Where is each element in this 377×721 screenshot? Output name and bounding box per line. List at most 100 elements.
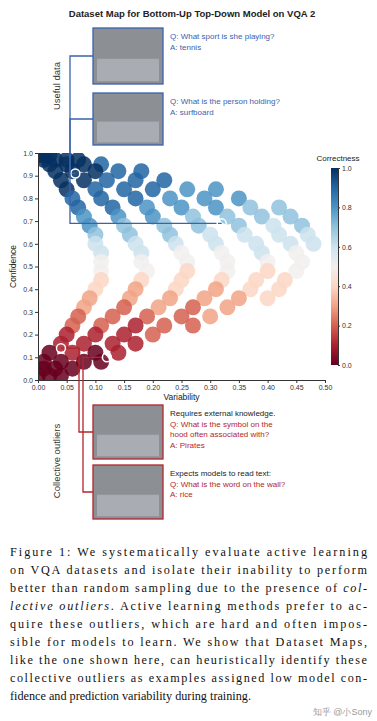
tick: 0.35 xyxy=(233,380,247,391)
connector xyxy=(61,348,93,432)
tick: 0.05 xyxy=(60,380,74,391)
caption-line: lective outliers. Active learning method… xyxy=(10,599,367,613)
tick: 0.0 xyxy=(338,362,352,369)
tick-mark xyxy=(35,267,38,268)
tick-label: 0.4 xyxy=(23,286,33,293)
tick: 0.40 xyxy=(261,380,275,391)
caption-text: sible for models to learn. We show that … xyxy=(10,635,367,649)
axis-line xyxy=(339,169,341,366)
tick: 0.9 xyxy=(23,172,38,179)
group-label: Collective outliers xyxy=(51,424,62,499)
tick: 0.4 xyxy=(23,286,38,293)
point xyxy=(202,308,218,324)
tick-label: 0.8 xyxy=(23,195,33,202)
tick-label: 0.0 xyxy=(23,377,33,384)
example-answer: A: tennis xyxy=(170,43,201,52)
tick: 0.2 xyxy=(23,331,38,338)
tick-label: 0.6 xyxy=(342,244,352,251)
tick-label: 0.6 xyxy=(23,241,33,248)
photo-detail xyxy=(97,59,159,81)
tick: 0.6 xyxy=(338,244,352,251)
colorbar-title: Correctness xyxy=(316,154,359,163)
tick-label: 0.2 xyxy=(342,322,352,329)
connector xyxy=(70,56,93,173)
tick-label: 0.35 xyxy=(233,384,247,391)
caption-line: fidence and prediction variability durin… xyxy=(10,689,251,703)
photo-frame xyxy=(93,405,163,459)
highlight xyxy=(71,169,80,178)
example-answer: A: Pirates xyxy=(170,441,205,450)
tick-mark xyxy=(153,380,154,383)
tick-label: 0.1 xyxy=(23,354,33,361)
point xyxy=(179,181,195,197)
tick-mark xyxy=(210,380,211,383)
photo-frame xyxy=(93,93,163,145)
tick: 0.30 xyxy=(204,380,218,391)
tick-mark xyxy=(35,244,38,245)
photo-frame xyxy=(93,28,163,84)
tick-mark xyxy=(124,380,125,383)
caption-text: . Active learning methods prefer to ac- xyxy=(111,599,367,613)
tick-label: 0.45 xyxy=(290,384,304,391)
point xyxy=(219,299,235,315)
tick: 1.0 xyxy=(23,150,38,157)
tick-label: 0.4 xyxy=(342,283,352,290)
tick-label: 0.15 xyxy=(118,384,132,391)
tick-label: 0.50 xyxy=(319,384,333,391)
colorbar xyxy=(331,168,338,365)
caption-text: on VQA datasets and isolate their inabil… xyxy=(10,563,368,577)
tick-label: 0.40 xyxy=(261,384,275,391)
caption-text: fidence and prediction variability durin… xyxy=(10,689,251,703)
colorbar-axis: 0.00.20.40.60.81.0 xyxy=(338,165,352,369)
example-note: Requires external knowledge. xyxy=(170,409,275,418)
tick: 0.7 xyxy=(23,218,38,225)
tick-mark xyxy=(35,153,38,154)
y-axis-title: Confidence xyxy=(8,245,18,288)
caption-text: collective outliers as examples assigned… xyxy=(10,671,367,685)
caption-text: lective outliers xyxy=(10,599,109,613)
group-label: Useful data xyxy=(51,61,62,110)
tick-label: 1.0 xyxy=(342,165,352,172)
highlight xyxy=(102,353,111,362)
tick-label: 0.2 xyxy=(23,331,33,338)
tick: 0.3 xyxy=(23,309,38,316)
point xyxy=(185,318,201,334)
tick: 0.45 xyxy=(290,380,304,391)
tick-label: 0.0 xyxy=(342,362,352,369)
photo xyxy=(93,93,163,145)
tick-label: 0.30 xyxy=(204,384,218,391)
tick-mark xyxy=(35,176,38,177)
caption-line: Figure 1: We systematically evaluate act… xyxy=(10,545,367,559)
caption-line: quire these outliers, which are hard and… xyxy=(10,617,367,631)
tick-mark xyxy=(338,365,340,366)
tick: 0.10 xyxy=(89,380,103,391)
photo xyxy=(93,405,163,459)
caption-text: quire these outliers, which are hard and… xyxy=(10,617,367,631)
highlight xyxy=(217,219,226,228)
caption-line: sible for models to learn. We show that … xyxy=(10,635,367,649)
point xyxy=(53,367,69,380)
tick-mark xyxy=(338,326,340,327)
axis-line xyxy=(35,154,39,381)
tick-label: 0.5 xyxy=(23,263,33,270)
point xyxy=(145,327,161,343)
tick-label: 1.0 xyxy=(23,150,33,157)
tick-label: 0.9 xyxy=(23,172,33,179)
caption-text: better than random sampling due to the p… xyxy=(10,581,342,595)
photo xyxy=(93,465,163,519)
example-question: Q: What is the word on the wall? xyxy=(170,480,286,489)
points xyxy=(38,153,322,380)
tick-mark xyxy=(239,380,240,383)
tick: 0.5 xyxy=(23,263,38,270)
tick-mark xyxy=(182,380,183,383)
example-question: hood often associated with? xyxy=(170,430,270,439)
tick: 0.50 xyxy=(319,380,333,391)
photo xyxy=(93,28,163,84)
tick-mark xyxy=(268,380,269,383)
caption-text: Figure 1: We systematically evaluate act… xyxy=(10,545,367,559)
example-question: Q: What is the symbol on the xyxy=(170,420,273,429)
highlight xyxy=(56,344,65,353)
x-axis: 0.000.050.100.150.200.250.300.350.400.45… xyxy=(32,380,333,391)
tick-label: 0.20 xyxy=(146,384,160,391)
tick-mark xyxy=(35,380,38,381)
